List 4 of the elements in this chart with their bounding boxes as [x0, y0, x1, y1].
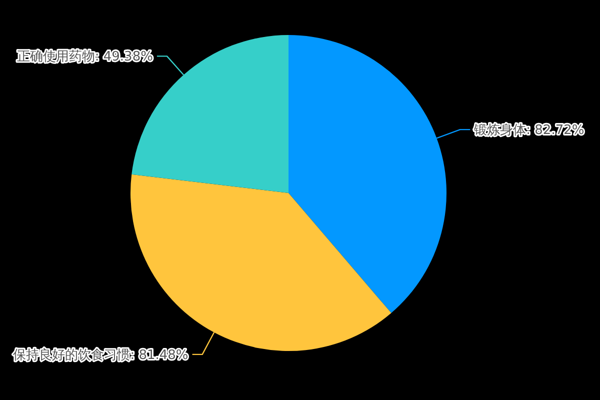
slice-label: 保持良好的饮食习惯: 81.48% — [13, 348, 188, 363]
slice-label: 正确使用药物: 49.38% — [16, 50, 153, 65]
pie-slice — [130, 174, 392, 351]
slice-label: 锻炼身体: 82.72% — [473, 123, 584, 138]
